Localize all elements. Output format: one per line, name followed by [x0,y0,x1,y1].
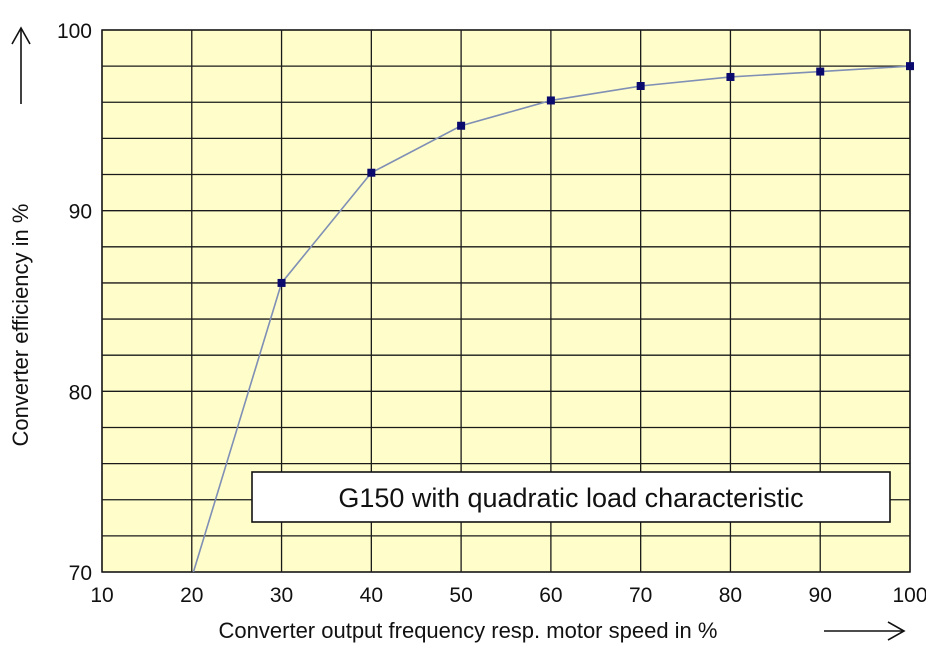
x-tick-labels: 10 20 30 40 50 60 70 80 90 100 [90,584,926,607]
x-tick-label: 20 [180,584,203,607]
annotation-text: G150 with quadratic load characteristic [338,483,803,513]
x-tick-label: 50 [449,584,472,607]
y-tick-label: 100 [57,20,92,43]
arrow-right-icon [824,621,906,641]
data-point [546,96,555,105]
data-point [726,72,735,81]
annotation-box: G150 with quadratic load characteristic [251,471,891,523]
x-tick-label: 70 [629,584,652,607]
grid [101,29,911,573]
x-tick-label: 60 [539,584,562,607]
data-point [277,278,286,287]
y-tick-labels: 70 80 90 100 [57,20,92,585]
y-tick-label: 80 [69,381,92,404]
x-axis-title: Converter output frequency resp. motor s… [219,618,718,643]
series-markers [277,62,914,287]
data-point [636,82,645,91]
y-tick-label: 70 [69,562,92,585]
data-point [906,62,914,71]
plot-border [101,29,911,573]
x-tick-label: 90 [809,584,832,607]
y-axis-title: Converter efficiency in % [8,204,33,447]
data-point [816,67,825,76]
x-tick-label: 30 [270,584,293,607]
x-tick-label: 80 [719,584,742,607]
data-point [367,168,376,177]
x-tick-label: 10 [90,584,113,607]
x-tick-label: 100 [892,584,926,607]
data-point [457,121,466,130]
x-tick-label: 40 [360,584,383,607]
arrow-up-icon [11,26,31,104]
y-tick-label: 90 [69,201,92,224]
